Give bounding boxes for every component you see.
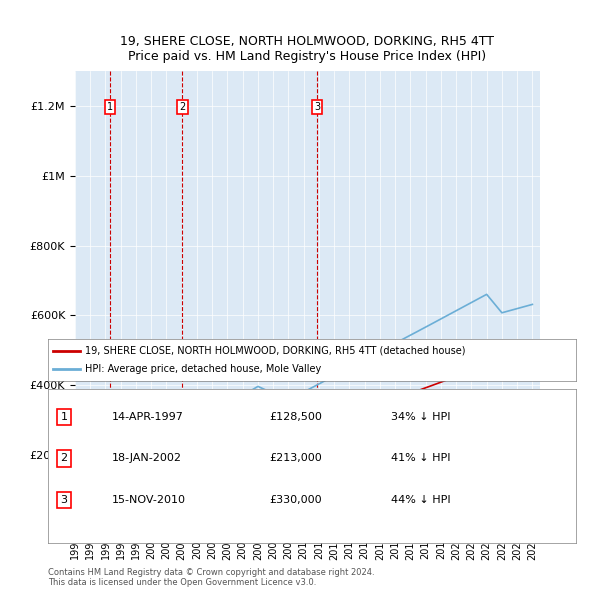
Text: HPI: Average price, detached house, Mole Valley: HPI: Average price, detached house, Mole… — [85, 364, 321, 374]
Text: 14-APR-1997: 14-APR-1997 — [112, 412, 183, 422]
Text: 41% ↓ HPI: 41% ↓ HPI — [391, 454, 451, 463]
Text: 44% ↓ HPI: 44% ↓ HPI — [391, 495, 451, 505]
Text: 1: 1 — [61, 412, 67, 422]
Text: 15-NOV-2010: 15-NOV-2010 — [112, 495, 185, 505]
Text: 3: 3 — [314, 102, 320, 112]
Title: 19, SHERE CLOSE, NORTH HOLMWOOD, DORKING, RH5 4TT
Price paid vs. HM Land Registr: 19, SHERE CLOSE, NORTH HOLMWOOD, DORKING… — [121, 35, 494, 63]
Text: 2: 2 — [60, 454, 67, 463]
Text: £213,000: £213,000 — [270, 454, 323, 463]
Text: 18-JAN-2002: 18-JAN-2002 — [112, 454, 181, 463]
Text: 2: 2 — [179, 102, 185, 112]
Text: £330,000: £330,000 — [270, 495, 322, 505]
Text: £128,500: £128,500 — [270, 412, 323, 422]
Text: 1: 1 — [107, 102, 113, 112]
Text: 3: 3 — [61, 495, 67, 505]
Text: 34% ↓ HPI: 34% ↓ HPI — [391, 412, 451, 422]
Text: 19, SHERE CLOSE, NORTH HOLMWOOD, DORKING, RH5 4TT (detached house): 19, SHERE CLOSE, NORTH HOLMWOOD, DORKING… — [85, 346, 466, 356]
Text: Contains HM Land Registry data © Crown copyright and database right 2024.
This d: Contains HM Land Registry data © Crown c… — [48, 568, 374, 587]
